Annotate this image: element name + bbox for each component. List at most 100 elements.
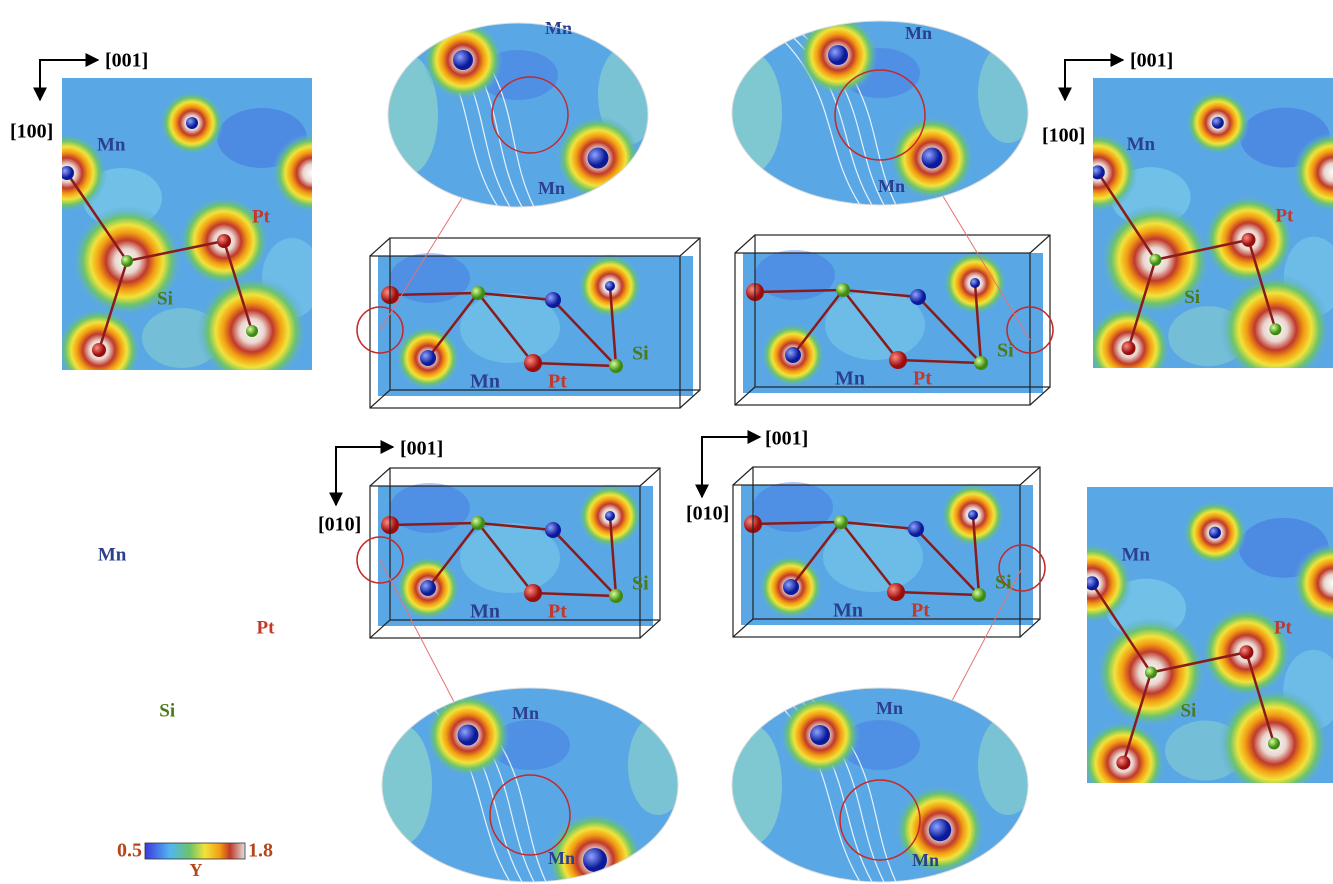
atom	[974, 356, 988, 370]
box-edge	[370, 468, 390, 486]
atom	[420, 350, 436, 366]
density-blob	[823, 522, 923, 592]
atom-label: Mn	[470, 601, 500, 623]
bond	[228, 652, 257, 743]
atom	[186, 117, 198, 129]
atom	[471, 286, 485, 300]
atom	[968, 510, 978, 520]
atom-label: Mn	[548, 848, 575, 868]
atom	[908, 521, 924, 537]
atom	[970, 278, 980, 288]
atom	[887, 583, 905, 601]
density-map	[1058, 78, 1333, 390]
density-ring	[27, 543, 107, 623]
density-blob	[460, 293, 560, 363]
atom	[524, 354, 542, 372]
atom	[217, 234, 231, 248]
density-ring	[58, 721, 142, 805]
axis-label: [001]	[1130, 50, 1173, 72]
atom	[420, 580, 436, 596]
atom-label: Mn	[545, 18, 572, 38]
box-edge	[640, 468, 660, 486]
atom	[221, 645, 235, 659]
atom	[121, 255, 133, 267]
atom	[783, 579, 799, 595]
atom-label: Mn	[538, 178, 565, 198]
atom	[1268, 737, 1280, 749]
atom-label: Mn	[876, 698, 903, 718]
axis-label: [001]	[400, 438, 443, 460]
density-blob	[222, 518, 312, 578]
colorbar-max: 1.8	[248, 840, 273, 862]
axis-label: [100]	[10, 121, 53, 143]
atom-label: Pt	[911, 600, 930, 622]
atom	[471, 516, 485, 530]
atom	[609, 359, 623, 373]
density-ring	[202, 688, 312, 798]
density-blob	[978, 715, 1038, 815]
atom	[93, 756, 107, 770]
box-edge	[735, 235, 755, 253]
density-blob	[83, 579, 163, 639]
atom	[1209, 527, 1221, 539]
atom-label: Mn	[98, 544, 127, 565]
atom-label: Pt	[252, 206, 271, 227]
structure-box	[357, 238, 700, 408]
colorbar-min: 0.5	[117, 840, 142, 862]
axis-label: [001]	[105, 50, 148, 72]
atom	[1242, 233, 1256, 247]
atom-label: Pt	[1274, 617, 1293, 638]
density-ring	[163, 501, 227, 565]
atom	[922, 148, 943, 169]
axis-label: [100]	[1042, 125, 1085, 147]
atom	[605, 511, 615, 521]
colorbar	[145, 843, 245, 859]
atom	[1122, 341, 1136, 355]
bond	[67, 583, 128, 672]
atom	[828, 45, 848, 65]
atom	[1269, 323, 1281, 335]
density-ring	[278, 543, 358, 623]
map-background	[62, 487, 318, 783]
atom-label: Mn	[470, 371, 500, 393]
atom-label: Pt	[1275, 205, 1294, 226]
colorbar-symbol: Υ	[190, 860, 203, 880]
atom	[1085, 576, 1099, 590]
box-edge	[1020, 467, 1040, 485]
density-blob	[722, 53, 782, 173]
atom	[1149, 254, 1161, 266]
atom	[1091, 165, 1105, 179]
atom	[251, 737, 263, 749]
atom	[609, 589, 623, 603]
atom-label: Mn	[835, 368, 865, 390]
atom	[583, 848, 607, 872]
atom	[524, 584, 542, 602]
box-edge	[370, 238, 390, 256]
atom-label: Si	[632, 343, 649, 365]
atom-label: Si	[1180, 700, 1196, 721]
atom	[60, 576, 74, 590]
atom-label: Si	[157, 288, 173, 309]
density-map	[1052, 487, 1333, 805]
figure: MnPtSiMnPtSiMnPtSiMnPtSiMnPtSiMnPtSiMnPt…	[0, 0, 1333, 884]
map-layer	[27, 487, 358, 805]
density-blob	[268, 650, 328, 730]
atom	[1145, 667, 1157, 679]
density-map	[27, 78, 352, 392]
density-blob	[722, 725, 782, 845]
structure-box	[357, 468, 660, 638]
bond	[100, 673, 129, 763]
density-blob	[825, 290, 925, 360]
atom	[910, 289, 926, 305]
atom-label: Mn	[1121, 544, 1150, 565]
atom-label: Si	[995, 572, 1012, 594]
atom	[972, 588, 986, 602]
map-layer	[1058, 78, 1333, 390]
atom	[1116, 756, 1130, 770]
atom	[545, 292, 561, 308]
axis-label: [001]	[765, 428, 808, 450]
atom	[605, 281, 615, 291]
map-layer	[1052, 487, 1333, 805]
atom	[785, 347, 801, 363]
atom	[1239, 645, 1253, 659]
